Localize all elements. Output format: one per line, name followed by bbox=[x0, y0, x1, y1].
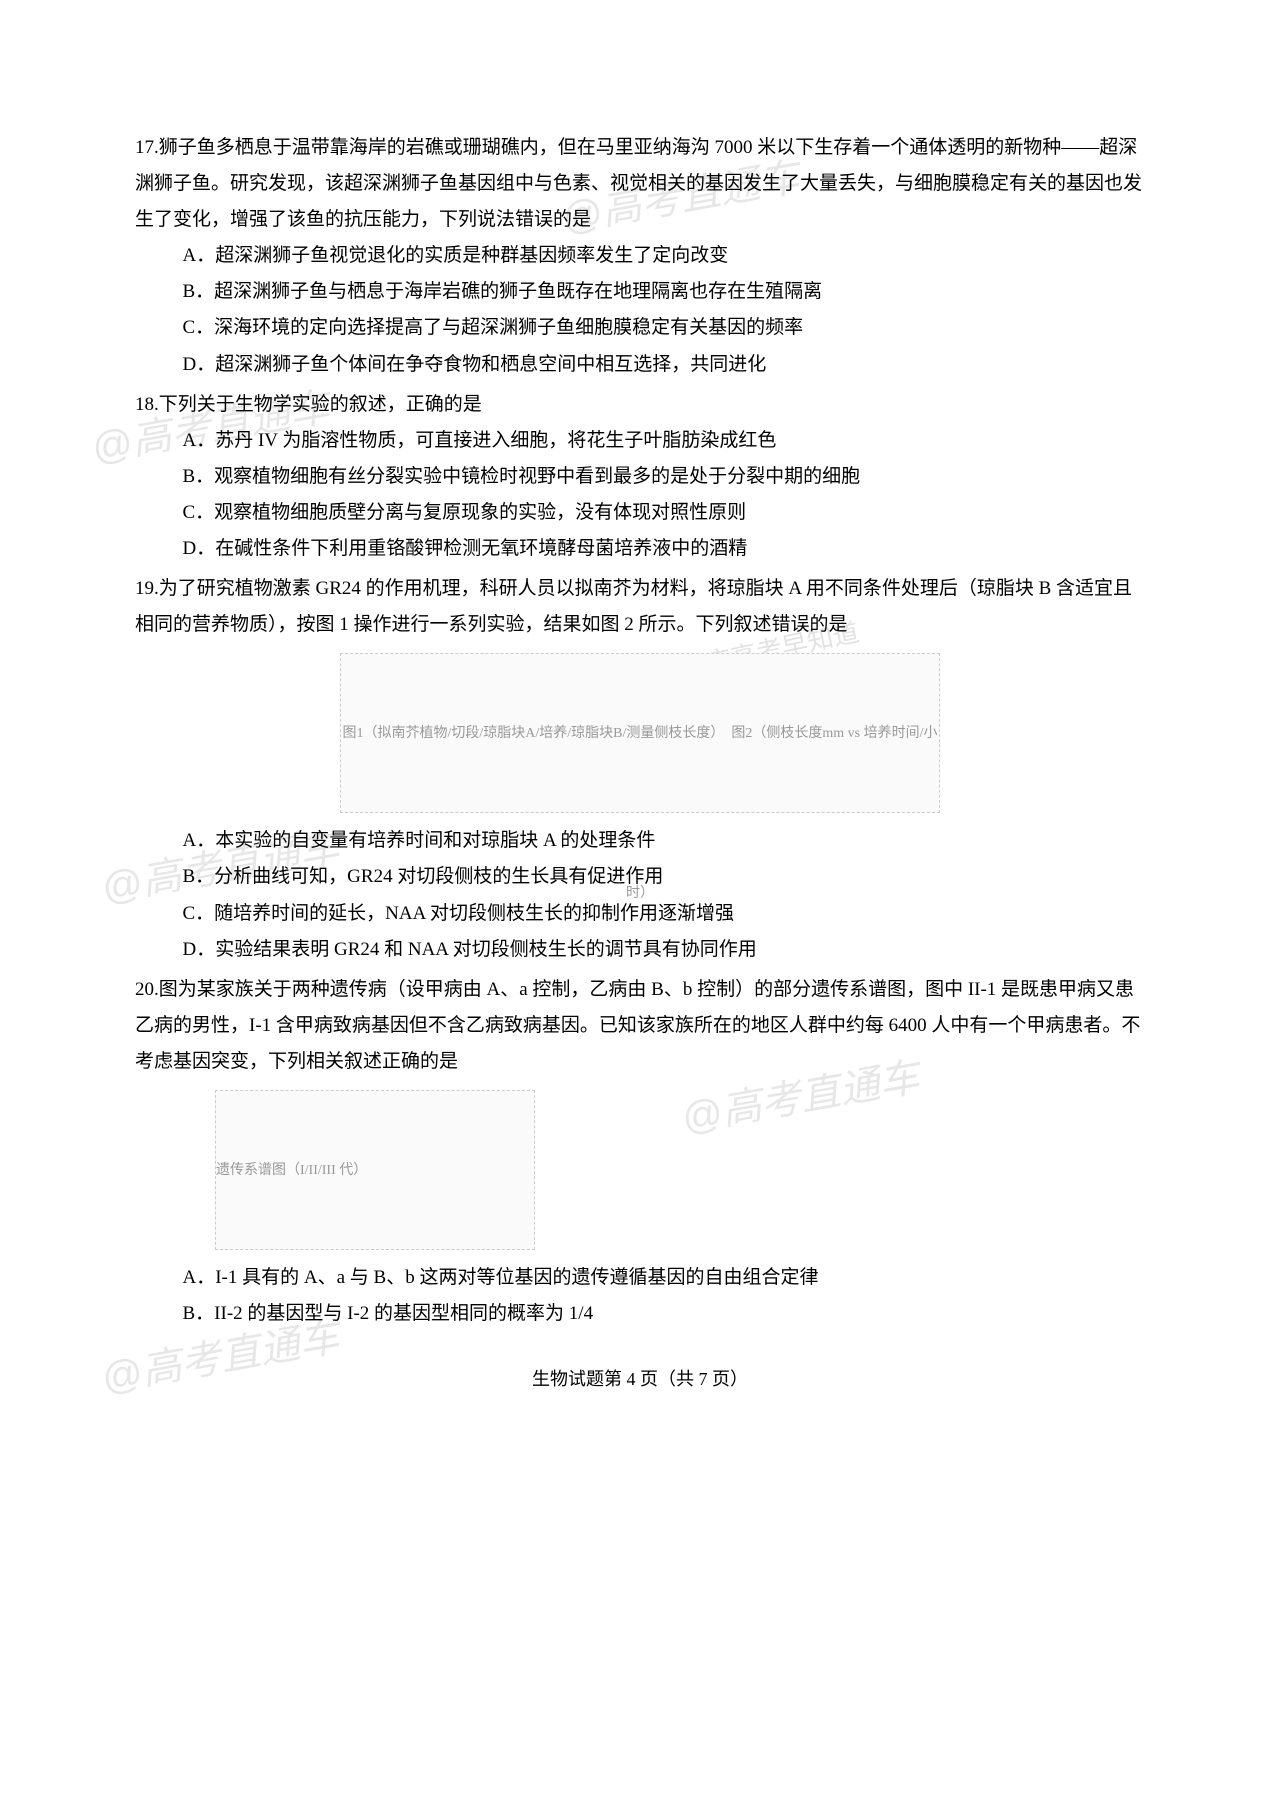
q18-stem: 18.下列关于生物学实验的叙述，正确的是 bbox=[135, 387, 1145, 423]
q20-option-b: B．II-2 的基因型与 I-2 的基因型相同的概率为 1/4 bbox=[135, 1296, 1145, 1332]
q18-option-a: A．苏丹 IV 为脂溶性物质，可直接进入细胞，将花生子叶脂肪染成红色 bbox=[135, 423, 1145, 459]
q17-option-b: B．超深渊狮子鱼与栖息于海岸岩礁的狮子鱼既存在地理隔离也存在生殖隔离 bbox=[135, 274, 1145, 310]
question-20: 20.图为某家族关于两种遗传病（设甲病由 A、a 控制，乙病由 B、b 控制）的… bbox=[135, 972, 1145, 1332]
q20-figure: 遗传系谱图（I/II/III 代） bbox=[135, 1090, 1145, 1250]
q20-option-a: A．I-1 具有的 A、a 与 B、b 这两对等位基因的遗传遵循基因的自由组合定… bbox=[135, 1260, 1145, 1296]
page-footer: 生物试题第 4 页（共 7 页） bbox=[135, 1362, 1145, 1396]
q18-option-c: C．观察植物细胞质壁分离与复原现象的实验，没有体现对照性原则 bbox=[135, 495, 1145, 531]
question-18: 18.下列关于生物学实验的叙述，正确的是 A．苏丹 IV 为脂溶性物质，可直接进… bbox=[135, 387, 1145, 567]
question-17: 17.狮子鱼多栖息于温带靠海岸的岩礁或珊瑚礁内，但在马里亚纳海沟 7000 米以… bbox=[135, 130, 1145, 383]
q19-option-c: C．随培养时间的延长，NAA 对切段侧枝生长的抑制作用逐渐增强 bbox=[135, 896, 1145, 932]
q19-option-b: B．分析曲线可知，GR24 对切段侧枝的生长具有促进作用 bbox=[135, 859, 1145, 895]
q17-option-d: D．超深渊狮子鱼个体间在争夺食物和栖息空间中相互选择，共同进化 bbox=[135, 347, 1145, 383]
q20-pedigree-placeholder: 遗传系谱图（I/II/III 代） bbox=[215, 1090, 535, 1250]
q19-figure: 图1（拟南芥植物/切段/琼脂块A/培养/琼脂块B/测量侧枝长度） 图2（侧枝长度… bbox=[135, 653, 1145, 813]
q17-stem: 17.狮子鱼多栖息于温带靠海岸的岩礁或珊瑚礁内，但在马里亚纳海沟 7000 米以… bbox=[135, 130, 1145, 238]
q19-figure-placeholder: 图1（拟南芥植物/切段/琼脂块A/培养/琼脂块B/测量侧枝长度） 图2（侧枝长度… bbox=[340, 653, 940, 813]
q19-option-d: D．实验结果表明 GR24 和 NAA 对切段侧枝生长的调节具有协同作用 bbox=[135, 932, 1145, 968]
q19-stem: 19.为了研究植物激素 GR24 的作用机理，科研人员以拟南芥为材料，将琼脂块 … bbox=[135, 571, 1145, 643]
question-19: 19.为了研究植物激素 GR24 的作用机理，科研人员以拟南芥为材料，将琼脂块 … bbox=[135, 571, 1145, 968]
q18-option-b: B．观察植物细胞有丝分裂实验中镜检时视野中看到最多的是处于分裂中期的细胞 bbox=[135, 459, 1145, 495]
q20-stem: 20.图为某家族关于两种遗传病（设甲病由 A、a 控制，乙病由 B、b 控制）的… bbox=[135, 972, 1145, 1080]
q17-option-c: C．深海环境的定向选择提高了与超深渊狮子鱼细胞膜稳定有关基因的频率 bbox=[135, 310, 1145, 346]
q18-option-d: D．在碱性条件下利用重铬酸钾检测无氧环境酵母菌培养液中的酒精 bbox=[135, 531, 1145, 567]
q19-option-a: A．本实验的自变量有培养时间和对琼脂块 A 的处理条件 bbox=[135, 823, 1145, 859]
q17-option-a: A．超深渊狮子鱼视觉退化的实质是种群基因频率发生了定向改变 bbox=[135, 238, 1145, 274]
